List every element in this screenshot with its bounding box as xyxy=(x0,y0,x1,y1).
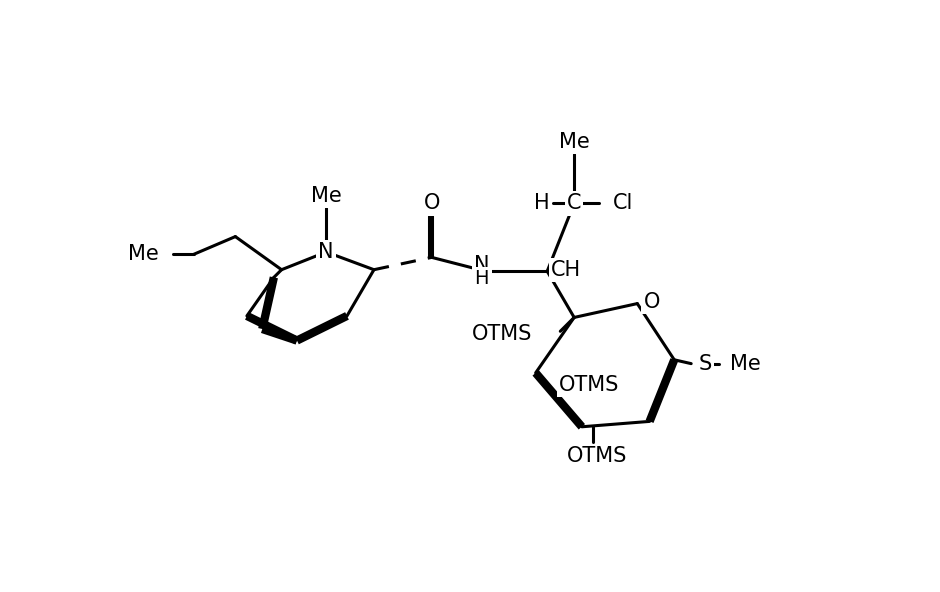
Text: N: N xyxy=(319,242,334,262)
Text: H: H xyxy=(534,194,550,214)
Text: CH: CH xyxy=(551,260,581,279)
Text: H: H xyxy=(475,269,489,288)
Text: OTMS: OTMS xyxy=(559,375,619,395)
Text: Me: Me xyxy=(128,244,158,264)
Text: S: S xyxy=(699,353,713,374)
Text: C: C xyxy=(567,194,582,214)
Text: OTMS: OTMS xyxy=(567,446,627,466)
Text: O: O xyxy=(424,194,440,214)
Text: OTMS: OTMS xyxy=(472,324,532,345)
Text: Me: Me xyxy=(729,353,760,374)
Text: Me: Me xyxy=(558,132,589,152)
Text: Me: Me xyxy=(311,186,341,206)
Text: N: N xyxy=(474,255,490,275)
Text: Cl: Cl xyxy=(613,194,633,214)
Text: O: O xyxy=(644,292,660,312)
